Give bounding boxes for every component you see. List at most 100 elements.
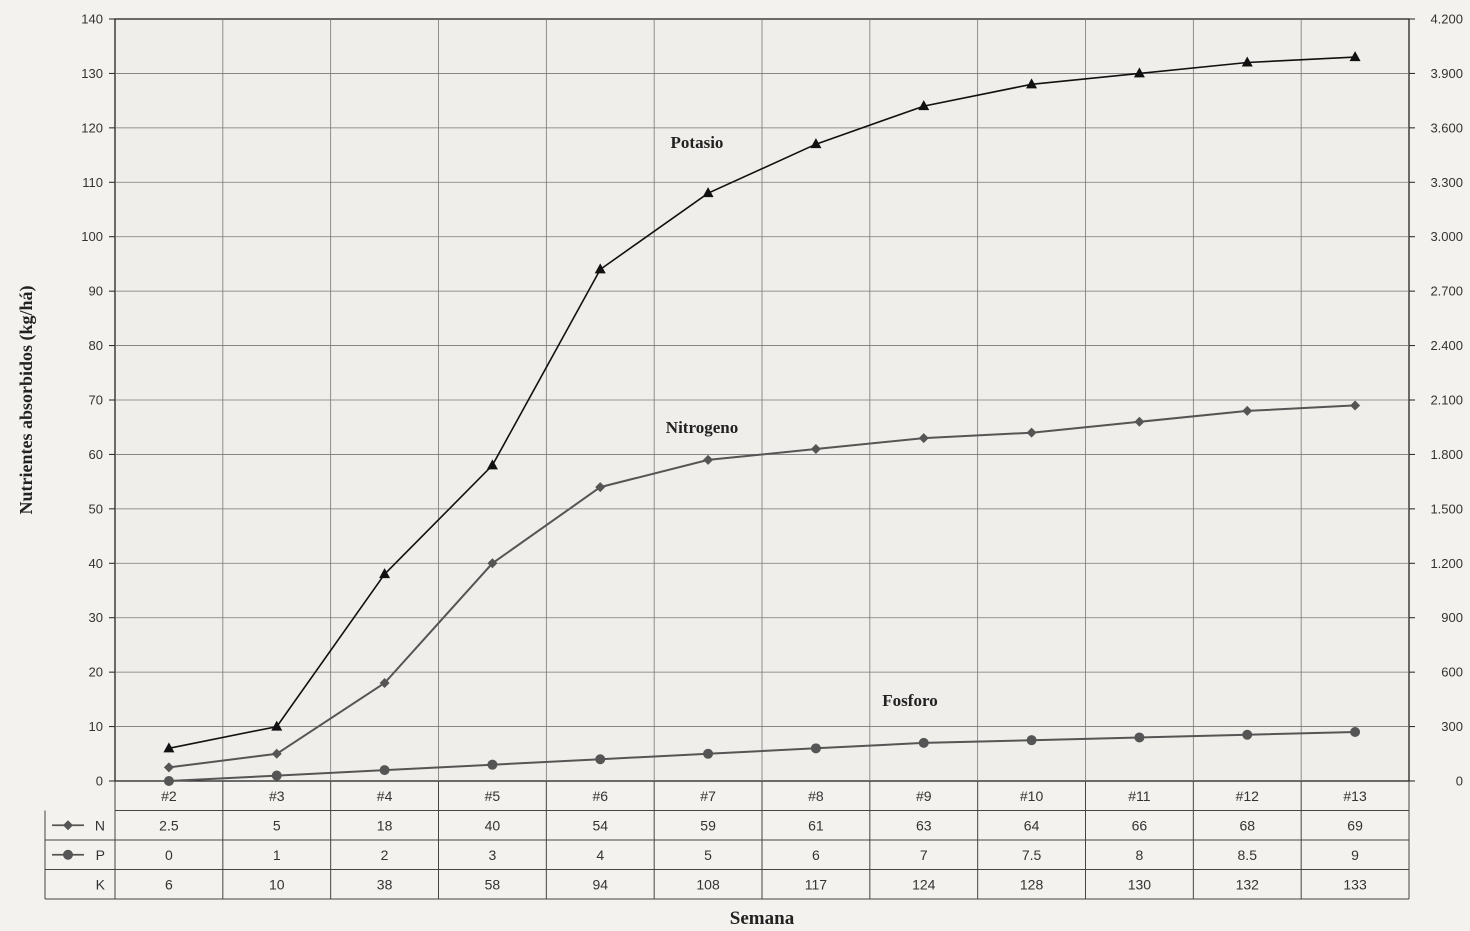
series-p-marker [595, 754, 606, 765]
y-right-tick-label: 4.200 [1430, 12, 1463, 27]
y-left-tick-label: 40 [89, 556, 103, 571]
y-right-tick-label: 3.600 [1430, 120, 1463, 135]
series-p-data-label: 8 [1136, 847, 1144, 863]
series-k-data-label: 124 [912, 876, 936, 892]
series-n-marker [1134, 416, 1145, 427]
series-k-marker [702, 187, 714, 198]
series-p-data-label: 5 [704, 847, 712, 863]
y-right-tick-label: 2.400 [1430, 338, 1463, 353]
y-right-tick-label: 3.900 [1430, 66, 1463, 81]
series-n-marker [271, 748, 282, 759]
right-axis-ticks: 0 300 600 900 1.200 1.500 1.800 2.100 2.400 2.700… [1409, 12, 1463, 789]
y-right-tick-label: 0 [1456, 774, 1463, 789]
y-left-tick-label: 60 [89, 447, 103, 462]
y-left-tick-label: 90 [89, 284, 103, 299]
series-n-marker [918, 433, 929, 444]
y-left-tick-label: 30 [89, 610, 103, 625]
data-table: #2 #3 #4 #5 #6 #7 #8 #9 #10 #11 #12 #13N 2.5 5 18 40 54 5… [44, 781, 1410, 900]
series-n-marker [810, 443, 821, 454]
series-p-data-label: 7 [920, 847, 928, 863]
y-right-tick-label: 2.100 [1430, 393, 1463, 408]
y-right-tick-label: 300 [1441, 719, 1463, 734]
series-p-marker [1134, 732, 1145, 743]
series-k-data-label: 133 [1343, 876, 1367, 892]
series-p-marker [379, 765, 390, 776]
category-label: #12 [1236, 788, 1260, 804]
series-n-line [168, 404, 1356, 769]
series-k-marker [1241, 56, 1253, 67]
series-p-data-label: 1 [273, 847, 281, 863]
series-n-data-label: 69 [1347, 817, 1363, 833]
category-label: #9 [916, 788, 932, 804]
grid-lines [115, 19, 1409, 781]
series-k-marker [271, 720, 283, 731]
series-n-data-label: 61 [808, 817, 824, 833]
series-n-marker [595, 482, 606, 493]
series-p-marker [1242, 729, 1253, 740]
series-n-data-label: 64 [1024, 817, 1040, 833]
series-n-marker [1026, 427, 1037, 438]
series-k-data-label: 94 [592, 876, 608, 892]
series-k-line [168, 56, 1356, 750]
series-n-data-label: 18 [377, 817, 393, 833]
series-k-data-label: 58 [485, 876, 501, 892]
series-n-data-label: 59 [700, 817, 716, 833]
y-axis-label: Nutrientes absorbidos (kg/há) [16, 285, 37, 514]
series-n-data-label: 2.5 [159, 817, 179, 833]
x-axis-label: Semana [730, 908, 795, 929]
series-p-data-label: 9 [1351, 847, 1359, 863]
series-p-marker [918, 737, 929, 748]
series-p-marker [487, 759, 498, 770]
y-left-tick-label: 0 [96, 774, 103, 789]
series-p-data-label: 8.5 [1238, 847, 1258, 863]
annotation-k: Potasio [671, 133, 724, 152]
series-k-data-label: 108 [696, 876, 720, 892]
y-left-tick-label: 20 [89, 665, 103, 680]
series-n-data-label: 40 [485, 817, 501, 833]
series-k-marker [594, 263, 606, 274]
series-p-line [168, 731, 1356, 782]
series-p-marker [271, 770, 282, 781]
annotation-n: Nitrogeno [666, 418, 738, 437]
y-left-tick-label: 70 [89, 393, 103, 408]
series-k-marker [918, 100, 930, 111]
series-k-marker [163, 742, 175, 753]
y-right-tick-label: 3.000 [1430, 229, 1463, 244]
series-n-data-label: 66 [1132, 817, 1148, 833]
category-label: #11 [1128, 788, 1151, 804]
series-p-legend-marker [63, 849, 73, 860]
y-left-tick-label: 50 [89, 501, 103, 516]
series-k-data-label: 10 [269, 876, 285, 892]
y-left-tick-label: 80 [89, 338, 103, 353]
category-label: #7 [700, 788, 716, 804]
series-k-data-label: 38 [377, 876, 393, 892]
y-right-tick-label: 1.800 [1430, 447, 1463, 462]
category-label: #5 [485, 788, 501, 804]
series-p-data-label: 4 [596, 847, 604, 863]
series-n-data-label: 63 [916, 817, 932, 833]
series-k-data-label: 128 [1020, 876, 1044, 892]
left-axis-ticks: 0 10 20 30 40 50 60 70 80 90 100 110 120 130 140 [81, 12, 115, 789]
category-label: #3 [269, 788, 285, 804]
series-k-data-label: 117 [805, 876, 828, 892]
annotation-p: Fosforo [882, 691, 937, 710]
series-p-marker [1350, 727, 1361, 738]
category-label: #2 [161, 788, 177, 804]
series-n-data-label: 5 [273, 817, 281, 833]
series-n-legend-label: N [95, 817, 105, 833]
series-p-data-label: 0 [165, 847, 173, 863]
y-right-tick-label: 1.200 [1430, 556, 1463, 571]
series-k-data-label: 6 [165, 876, 173, 892]
category-label: #13 [1343, 788, 1367, 804]
series-p-marker [163, 776, 174, 786]
series-k-data-label: 132 [1236, 876, 1260, 892]
series-p-data-label: 7.5 [1022, 847, 1042, 863]
y-left-tick-label: 120 [81, 120, 103, 135]
y-left-tick-label: 10 [89, 719, 103, 734]
y-right-tick-label: 600 [1441, 665, 1463, 680]
series-p-marker [1026, 735, 1037, 746]
series-k-marker [1133, 67, 1145, 78]
category-label: #10 [1020, 788, 1044, 804]
series-n-marker [487, 558, 498, 569]
